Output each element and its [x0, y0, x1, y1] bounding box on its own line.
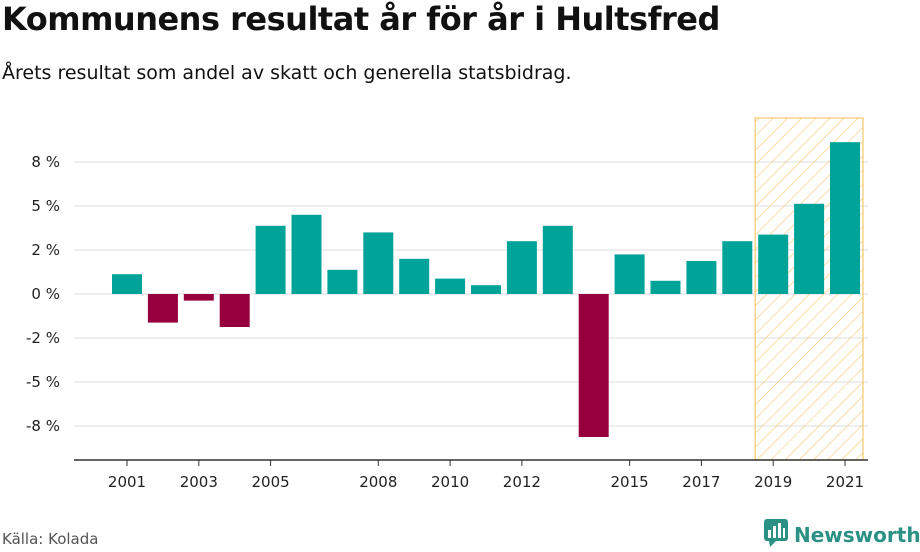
bar-2011: [471, 285, 501, 294]
bar-2014: [578, 294, 609, 437]
bar-2003: [183, 294, 214, 301]
x-tick-label: 2012: [503, 473, 541, 491]
bar-2017: [686, 261, 717, 294]
newsworthy-logo-icon: [764, 519, 788, 551]
bar-2016: [650, 280, 681, 294]
x-tick-label: 2003: [180, 473, 218, 491]
bar-2006: [291, 214, 322, 294]
bar-2005: [255, 225, 286, 294]
x-tick-label: 2008: [359, 473, 397, 491]
x-tick-label: 2001: [108, 473, 146, 491]
bar-2013: [542, 225, 573, 294]
newsworthy-logo[interactable]: Newsworthy: [764, 519, 920, 551]
bar-2002: [147, 294, 178, 323]
chart-subtitle: Årets resultat som andel av skatt och ge…: [2, 62, 572, 84]
source-label: Källa: Kolada: [2, 530, 99, 548]
x-tick-label: 2015: [611, 473, 649, 491]
bar-2020: [794, 203, 825, 294]
y-tick-label: 8 %: [31, 153, 60, 171]
bar-2015: [614, 254, 645, 294]
bar-2018: [722, 241, 753, 294]
y-tick-label: -2 %: [26, 329, 60, 347]
bar-2019: [758, 234, 789, 294]
y-tick-label: -5 %: [26, 373, 60, 391]
x-tick-label: 2010: [431, 473, 469, 491]
bar-2008: [363, 232, 394, 294]
bar-2007: [327, 269, 358, 294]
x-tick-label: 2019: [754, 473, 792, 491]
y-tick-label: 0 %: [31, 285, 60, 303]
bar-2012: [506, 241, 537, 294]
y-tick-label: 5 %: [31, 197, 60, 215]
x-tick-label: 2017: [682, 473, 720, 491]
x-tick-label: 2005: [252, 473, 290, 491]
chart-title: Kommunens resultat år för år i Hultsfred: [2, 0, 720, 38]
bar-2021: [830, 142, 860, 294]
bar-2010: [435, 278, 466, 294]
bar-2009: [399, 258, 430, 294]
y-tick-label: -8 %: [26, 417, 60, 435]
y-tick-label: 2 %: [31, 241, 60, 259]
bar-2004: [219, 294, 250, 327]
newsworthy-logo-text: Newsworthy: [794, 523, 920, 547]
bar-2001: [112, 274, 142, 294]
x-tick-label: 2021: [826, 473, 864, 491]
